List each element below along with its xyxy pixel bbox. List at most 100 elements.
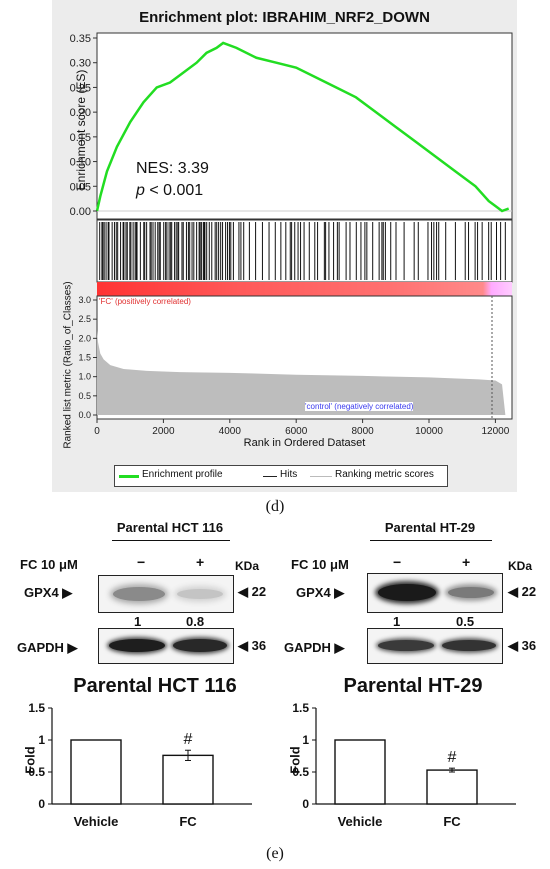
es-tick-label: 0.10 (70, 157, 91, 169)
x-tick-label: 8000 (351, 426, 374, 437)
bar-tick-label: 0.5 (28, 765, 45, 779)
hit-lines (99, 222, 506, 280)
blot2-gpx4-band-fc (448, 587, 494, 598)
blot2-gpx4-membrane (367, 573, 503, 613)
enrichment-profile-line (95, 41, 510, 213)
bar-category-label: FC (443, 814, 461, 829)
x-tick-label: 0 (94, 426, 100, 437)
blot1-treatment: FC 10 μM (20, 557, 78, 572)
blot1-ratio-vehicle: 1 (134, 614, 142, 629)
es-tick-label: 0.00 (70, 206, 91, 218)
bar-chart-hct116: 1.5 1 0.5 0 Vehicle FC # (28, 701, 252, 829)
x-tick-label: 10000 (415, 426, 443, 437)
blot1-gapdh-label: GAPDH ▶ (17, 640, 78, 655)
blot1-title-rule (112, 540, 230, 541)
panel-d-label: (d) (265, 498, 285, 515)
blot1-plus: + (196, 554, 205, 570)
x-axis-label: Rank in Ordered Dataset (243, 437, 366, 449)
es-panel-frame (96, 32, 513, 220)
legend-metric-label: Ranking metric scores (335, 469, 434, 480)
significance-marker: # (448, 749, 457, 766)
bar2-title: Parental HT-29 (343, 675, 483, 697)
bar-charts: 1.5 1 0.5 0 Vehicle FC # 1.5 1 0.5 0 Vehicle FC # (28, 701, 516, 829)
blot2-gapdh-membrane (367, 628, 503, 664)
bar-category-label: FC (179, 814, 197, 829)
es-tick-label: 0.35 (70, 33, 91, 45)
bar-fc (162, 754, 214, 805)
blot1-gapdh-band-vehicle (109, 639, 165, 652)
blot2-gapdh-kda: ◀ 36 (508, 638, 537, 653)
metric-tick-label: 2.5 (78, 314, 91, 324)
gsea-legend: Enrichment profile Hits Ranking metric s… (114, 465, 448, 487)
p-value: < 0.001 (144, 182, 204, 199)
gsea-plot: 0.35 0.30 0.25 0.20 0.15 0.10 0.05 0.00 3.0 2.5 2… (70, 32, 513, 437)
es-ylabel: Enrichment score (ES) (74, 69, 88, 191)
p-annotation: p < 0.001 (136, 182, 203, 200)
metric-tick-label: 3.0 (78, 295, 91, 305)
blot2-minus: − (393, 554, 402, 570)
blot2-ratio-vehicle: 1 (393, 614, 401, 629)
metric-tick-label: 0.5 (78, 391, 91, 401)
blot2-kda-header: KDa (508, 559, 533, 573)
gsea-title: Enrichment plot: IBRAHIM_NRF2_DOWN (139, 9, 430, 26)
es-tick-label: 0.25 (70, 82, 91, 94)
x-tick-label: 4000 (219, 426, 242, 437)
blot1-gpx4-band-fc (177, 589, 223, 599)
bar-fc (426, 769, 478, 805)
blot1-gapdh-membrane (98, 628, 234, 664)
blot2-gapdh-band-fc (442, 640, 496, 651)
p-symbol: p (136, 182, 145, 199)
bar-category-label: Vehicle (338, 814, 383, 829)
blot1-gapdh-band-fc (173, 639, 227, 652)
blot2-title-rule (370, 540, 492, 541)
bar-tick-label: 1.5 (28, 701, 45, 715)
blot2-gpx4-kda: ◀ 22 (508, 584, 537, 599)
blot1-kda-header: KDa (235, 559, 260, 573)
metric-tick-label: 1.5 (78, 353, 91, 363)
x-tick-label: 2000 (152, 426, 175, 437)
bar-tick-label: 1 (302, 733, 309, 747)
legend-profile-label: Enrichment profile (142, 469, 223, 480)
rank-ylabel-box: Ranked list metric (Ratio_of_Classes) (60, 281, 76, 465)
blot2-gapdh-band-vehicle (378, 640, 434, 651)
blot1-ratio-fc: 0.8 (186, 614, 205, 629)
x-tick-label: 6000 (285, 426, 308, 437)
negative-correlation-label: 'control' (negatively correlated) (305, 402, 414, 411)
ranking-color-bar (97, 282, 512, 296)
blot1-gpx4-label: GPX4 ▶ (24, 585, 73, 600)
nes-annotation: NES: 3.39 (136, 160, 209, 177)
bar-tick-label: 1 (38, 733, 45, 747)
blot1-title: Parental HCT 116 (116, 520, 224, 535)
bar-chart-ht29: 1.5 1 0.5 0 Vehicle FC # (292, 701, 516, 829)
bar-vehicle (334, 739, 386, 805)
metric-tick-label: 0.0 (78, 410, 91, 420)
blot2-ratio-fc: 0.5 (456, 614, 475, 629)
es-y-ticks: 0.35 0.30 0.25 0.20 0.15 0.10 0.05 0.00 (70, 33, 97, 218)
blot1-gpx4-kda: ◀ 22 (238, 584, 267, 599)
x-tick-label: 12000 (481, 426, 509, 437)
metric-tick-label: 2.0 (78, 333, 91, 343)
positive-correlation-label: 'FC' (positively correlated) (99, 297, 191, 306)
legend-profile-swatch (119, 475, 139, 478)
es-ylabel-box: Enrichment score (ES) (73, 40, 89, 220)
bar-tick-label: 0.5 (292, 765, 309, 779)
blot2-gpx4-band-vehicle (378, 584, 436, 601)
legend-hits-label: Hits (280, 469, 298, 480)
blot2-gapdh-label: GAPDH ▶ (284, 640, 345, 655)
ranking-metric-area (97, 330, 506, 415)
bar-tick-label: 0 (38, 797, 45, 811)
bar1-title: Parental HCT 116 (73, 675, 237, 697)
x-axis-ticks: 0 2000 4000 6000 8000 10000 12000 (94, 419, 510, 437)
metric-tick-label: 1.0 (78, 372, 91, 382)
rank-ylabel: Ranked list metric (Ratio_of_Classes) (62, 281, 74, 449)
bar-tick-label: 1.5 (292, 701, 309, 715)
panel-e-label: (e) (266, 845, 284, 862)
legend-metric-swatch (310, 476, 332, 477)
blot1-minus: − (137, 554, 146, 570)
metric-y-ticks: 3.0 2.5 2.0 1.5 1.0 0.5 0.0 (78, 295, 97, 420)
blot1-gpx4-band-vehicle (113, 587, 165, 601)
blot1-gapdh-kda: ◀ 36 (238, 638, 267, 653)
blot2-title: Parental HT-29 (384, 520, 476, 535)
es-tick-label: 0.05 (70, 181, 91, 193)
significance-marker: # (184, 731, 193, 748)
